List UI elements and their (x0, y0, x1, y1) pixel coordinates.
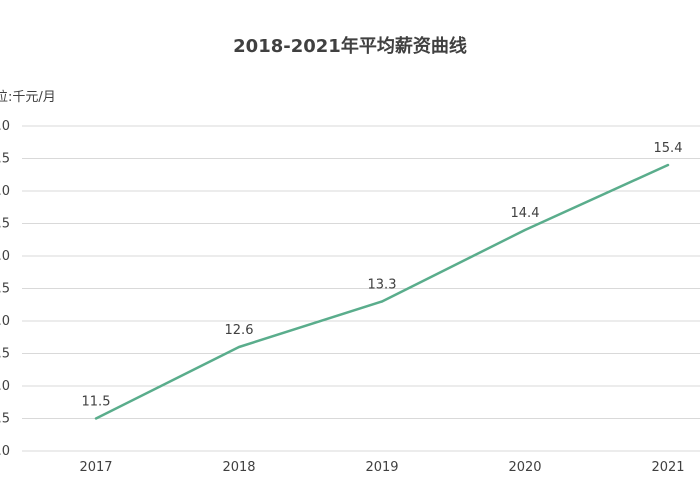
y-tick-label: 12.0 (0, 379, 10, 394)
y-tick-label: 14.5 (0, 217, 10, 232)
data-label: 14.4 (511, 206, 540, 221)
chart-title: 2018-2021年平均薪资曲线 (233, 35, 467, 57)
y-tick-label: 11.5 (0, 412, 10, 427)
data-label: 15.4 (654, 141, 683, 156)
y-tick-label: 14.0 (0, 249, 10, 264)
gridlines (22, 125, 700, 452)
y-tick-label: 11.0 (0, 444, 10, 459)
series-layer (94, 163, 670, 420)
data-label: 13.3 (368, 278, 397, 293)
data-labels: 11.5 12.6 13.3 14.4 15.4 (82, 141, 683, 410)
x-tick-label: 2018 (222, 460, 255, 475)
x-axis-ticks: 2017 2018 2019 2020 2021 (79, 460, 684, 475)
data-label: 11.5 (82, 395, 111, 410)
y-tick-label: 13.0 (0, 314, 10, 329)
x-tick-label: 2017 (79, 460, 112, 475)
y-tick-label: 13.5 (0, 282, 10, 297)
y-axis-unit-label: 单位:千元/月 (0, 90, 56, 105)
y-tick-label: 15.0 (0, 184, 10, 199)
data-label: 12.6 (225, 323, 254, 338)
x-tick-label: 2019 (365, 460, 398, 475)
y-tick-label: 12.5 (0, 347, 10, 362)
x-tick-label: 2020 (508, 460, 541, 475)
y-axis-ticks: 11.0 11.5 12.0 12.5 13.0 13.5 14.0 14.5 15.0 15.5… (0, 119, 10, 459)
y-tick-label: 16.0 (0, 119, 10, 134)
x-tick-label: 2021 (651, 460, 684, 475)
y-tick-label: 15.5 (0, 152, 10, 167)
